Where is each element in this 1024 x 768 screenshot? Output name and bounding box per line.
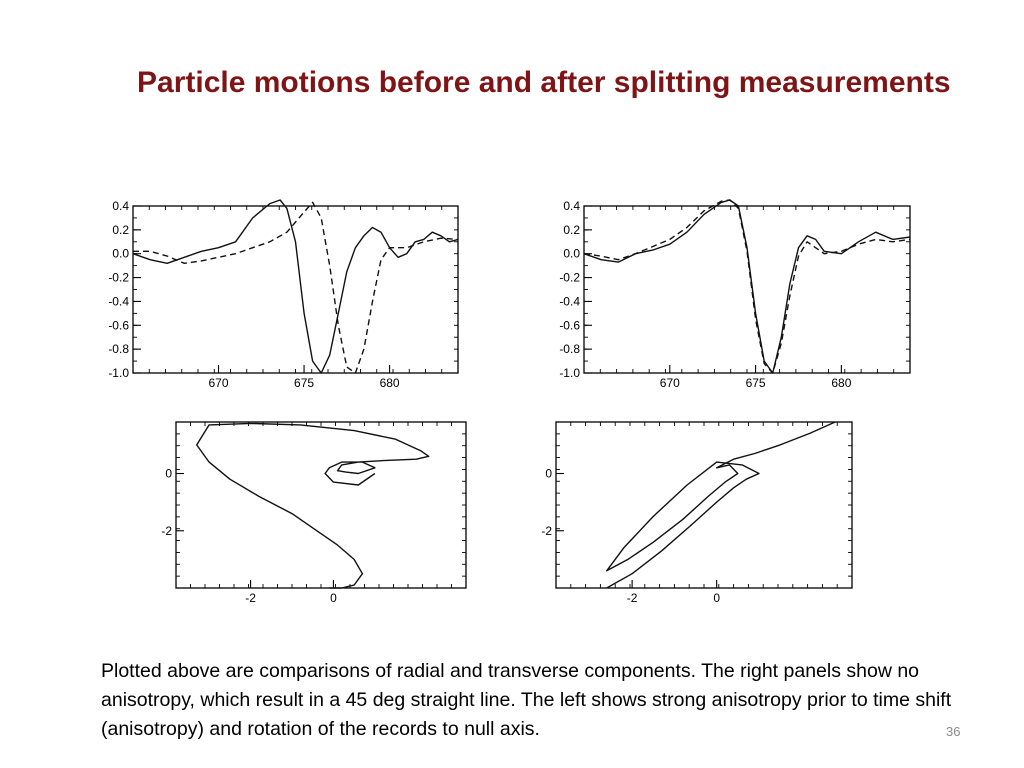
series-line-top-right-solid	[583, 199, 911, 374]
y-tick-label: 0.2	[563, 223, 580, 237]
y-tick-label: -0.6	[108, 318, 129, 332]
y-tick-label: 0	[165, 467, 172, 481]
y-tick-label: 0.0	[563, 247, 580, 261]
x-tick-label: 675	[746, 376, 766, 390]
x-tick-label: 675	[294, 376, 314, 390]
y-tick-label: -0.2	[108, 271, 129, 285]
y-tick-label: -0.8	[559, 342, 580, 356]
series-line-bottom-left-solid	[196, 422, 430, 589]
y-tick-label: -2	[161, 524, 172, 538]
series-line-top-left-dashed	[133, 201, 459, 374]
page-number: 36	[946, 724, 961, 739]
x-tick-label: 0	[713, 591, 720, 604]
y-tick-label: -0.4	[559, 294, 580, 308]
series-line-top-left-solid	[132, 199, 459, 374]
panel-frame-bottom-left	[175, 421, 467, 589]
x-tick-label: 0	[330, 591, 337, 604]
y-tick-label: -0.4	[108, 294, 129, 308]
panel-frame-bottom-right	[555, 421, 853, 589]
figure-canvas: 670 675 680 0.4 0.2 0.0 -0.2 -0.4 -0.6 -0.8 -1.0 67…	[108, 199, 911, 604]
slide-caption: Plotted above are comparisons of radial …	[101, 660, 952, 740]
x-tick-label: -2	[627, 591, 638, 604]
x-tick-label: -2	[245, 591, 256, 604]
y-tick-label: 0	[545, 467, 552, 481]
x-tick-label: 670	[209, 376, 229, 390]
y-tick-label: 0.2	[112, 223, 129, 237]
y-tick-label: -0.8	[108, 342, 129, 356]
series-line-bottom-right-solid	[606, 421, 836, 589]
x-tick-label: 680	[380, 376, 400, 390]
series-line-top-right-dashed	[583, 199, 911, 374]
y-tick-label: 0.4	[112, 199, 129, 213]
y-tick-label: 0.0	[112, 247, 129, 261]
panel-frame-top-right	[583, 205, 911, 374]
y-tick-label: -1.0	[108, 366, 129, 380]
y-tick-label: -0.6	[559, 318, 580, 332]
y-tick-label: -0.2	[559, 271, 580, 285]
seismogram-figure: 670 675 680 0.4 0.2 0.0 -0.2 -0.4 -0.6 -0.8 -1.0 67…	[88, 196, 916, 604]
y-tick-label: -1.0	[559, 366, 580, 380]
x-tick-label: 680	[831, 376, 851, 390]
y-tick-label: -2	[541, 524, 552, 538]
x-tick-label: 670	[660, 376, 680, 390]
y-tick-label: 0.4	[563, 199, 580, 213]
panel-frame-top-left	[132, 205, 459, 374]
slide-title: Particle motions before and after splitt…	[137, 66, 951, 99]
